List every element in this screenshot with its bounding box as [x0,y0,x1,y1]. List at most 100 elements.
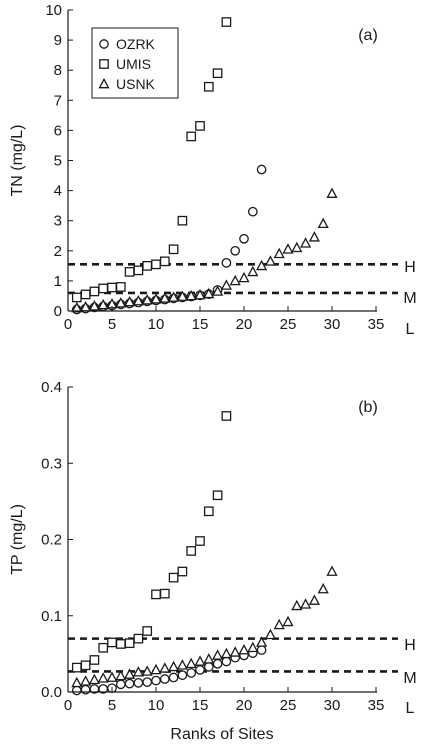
usnk-point [159,662,171,673]
umis-point [212,490,223,501]
umis-point [221,17,232,27]
umis-point [80,660,91,671]
ozrk-point [186,668,197,678]
x-tick-label: 35 [368,697,385,714]
legend-label: OZRK [116,36,156,52]
x-tick-label: 15 [192,316,209,333]
usnk-point [132,666,144,677]
x-tick-label: 10 [148,697,165,714]
usnk-point [308,594,320,605]
y-tick-label: 6 [54,122,62,139]
umis-point [89,286,100,297]
usnk-point [326,187,338,198]
usnk-point [80,675,92,686]
y-tick-label: 4 [54,183,62,200]
ozrk-point [168,672,179,683]
ozrk-point [256,164,267,175]
y-tick-label: 10 [45,2,62,19]
y-tick-label: 0 [54,303,62,320]
ozrk-point [177,670,188,681]
legend-label: USNK [116,76,156,92]
ticks-b: 0 5 10 15 20 25 30 35 0.0 0.1 0.2 0.3 0.4 [41,379,384,714]
x-tick-label: 20 [236,697,253,714]
ozrk-point [151,675,161,686]
umis-point [151,259,161,270]
usnk-point [308,231,320,242]
umis-point [107,282,117,293]
y-axis-label-b: TP (mg/L) [9,504,26,575]
usnk-point [106,671,118,682]
data-marks-b [71,411,338,696]
panel-label-b: (b) [358,399,378,416]
usnk-point [300,598,312,609]
usnk-point [115,669,127,681]
usnk-point [185,657,197,669]
usnk-point [229,646,241,657]
panel-b: 0 5 10 15 20 25 30 350.00.10.20.30.4 TP (mg/L) … [9,379,417,743]
usnk-point [176,290,188,301]
x-tick-label: 30 [324,697,341,714]
ozrk-point [115,679,126,690]
usnk-point [97,298,109,310]
usnk-point [71,301,83,313]
y-tick-label: 0.3 [41,455,62,472]
umis-point [124,638,135,649]
data-marks-a [71,17,338,315]
usnk-point [238,643,250,655]
umis-point [71,292,82,303]
umis-point [133,633,144,644]
ozrk-point [239,233,249,244]
usnk-point [185,289,197,301]
usnk-point [282,243,294,254]
usnk-point [132,294,144,306]
usnk-point [256,259,268,271]
x-tick-label: 35 [368,316,385,333]
umis-point [115,282,126,292]
y-tick-label: 0.0 [41,684,62,701]
ozrk-point [221,257,232,268]
usnk-point [194,655,206,666]
usnk-point [256,636,268,647]
umis-point [168,244,179,255]
threshold-label: M [403,670,416,687]
y-axis-label-a: TN (mg/L) [9,125,26,197]
usnk-point [150,293,162,304]
usnk-point [150,663,162,675]
usnk-point [115,297,127,308]
umis-point [186,131,197,142]
usnk-point [168,660,180,672]
usnk-point [264,255,276,266]
y-tick-label: 0.2 [41,532,62,549]
usnk-point [124,668,136,679]
ozrk-point [221,656,232,667]
usnk-point [264,628,276,640]
ticks-a: 0 5 10 15 20 25 30 35 0 1 2 3 4 5 6 7 8 9 10 [45,2,384,333]
threshold-labels-a: HML [403,259,416,338]
usnk-point [141,294,153,305]
umis-point [195,121,205,131]
umis-point [98,642,109,653]
ozrk-point [71,685,82,696]
usnk-point [291,241,303,253]
umis-point [159,588,170,599]
ozrk-point [124,678,135,689]
legend-marker [99,39,109,49]
ozrk-point [159,674,170,684]
x-tick-label: 0 [64,316,72,333]
umis-point [124,267,135,277]
umis-point [142,260,153,271]
usnk-point [273,247,285,259]
usnk-point [229,274,241,286]
y-tick-label: 3 [54,213,62,230]
umis-point [203,506,214,517]
threshold-label: M [403,290,416,307]
usnk-point [176,659,188,670]
umis-point [212,68,223,79]
panel-label-a: (a) [358,27,378,44]
x-tick-label: 25 [280,316,297,333]
usnk-point [168,291,180,302]
usnk-point [97,672,109,683]
usnk-point [326,565,338,576]
threshold-label: L [406,700,415,717]
usnk-point [273,618,285,630]
